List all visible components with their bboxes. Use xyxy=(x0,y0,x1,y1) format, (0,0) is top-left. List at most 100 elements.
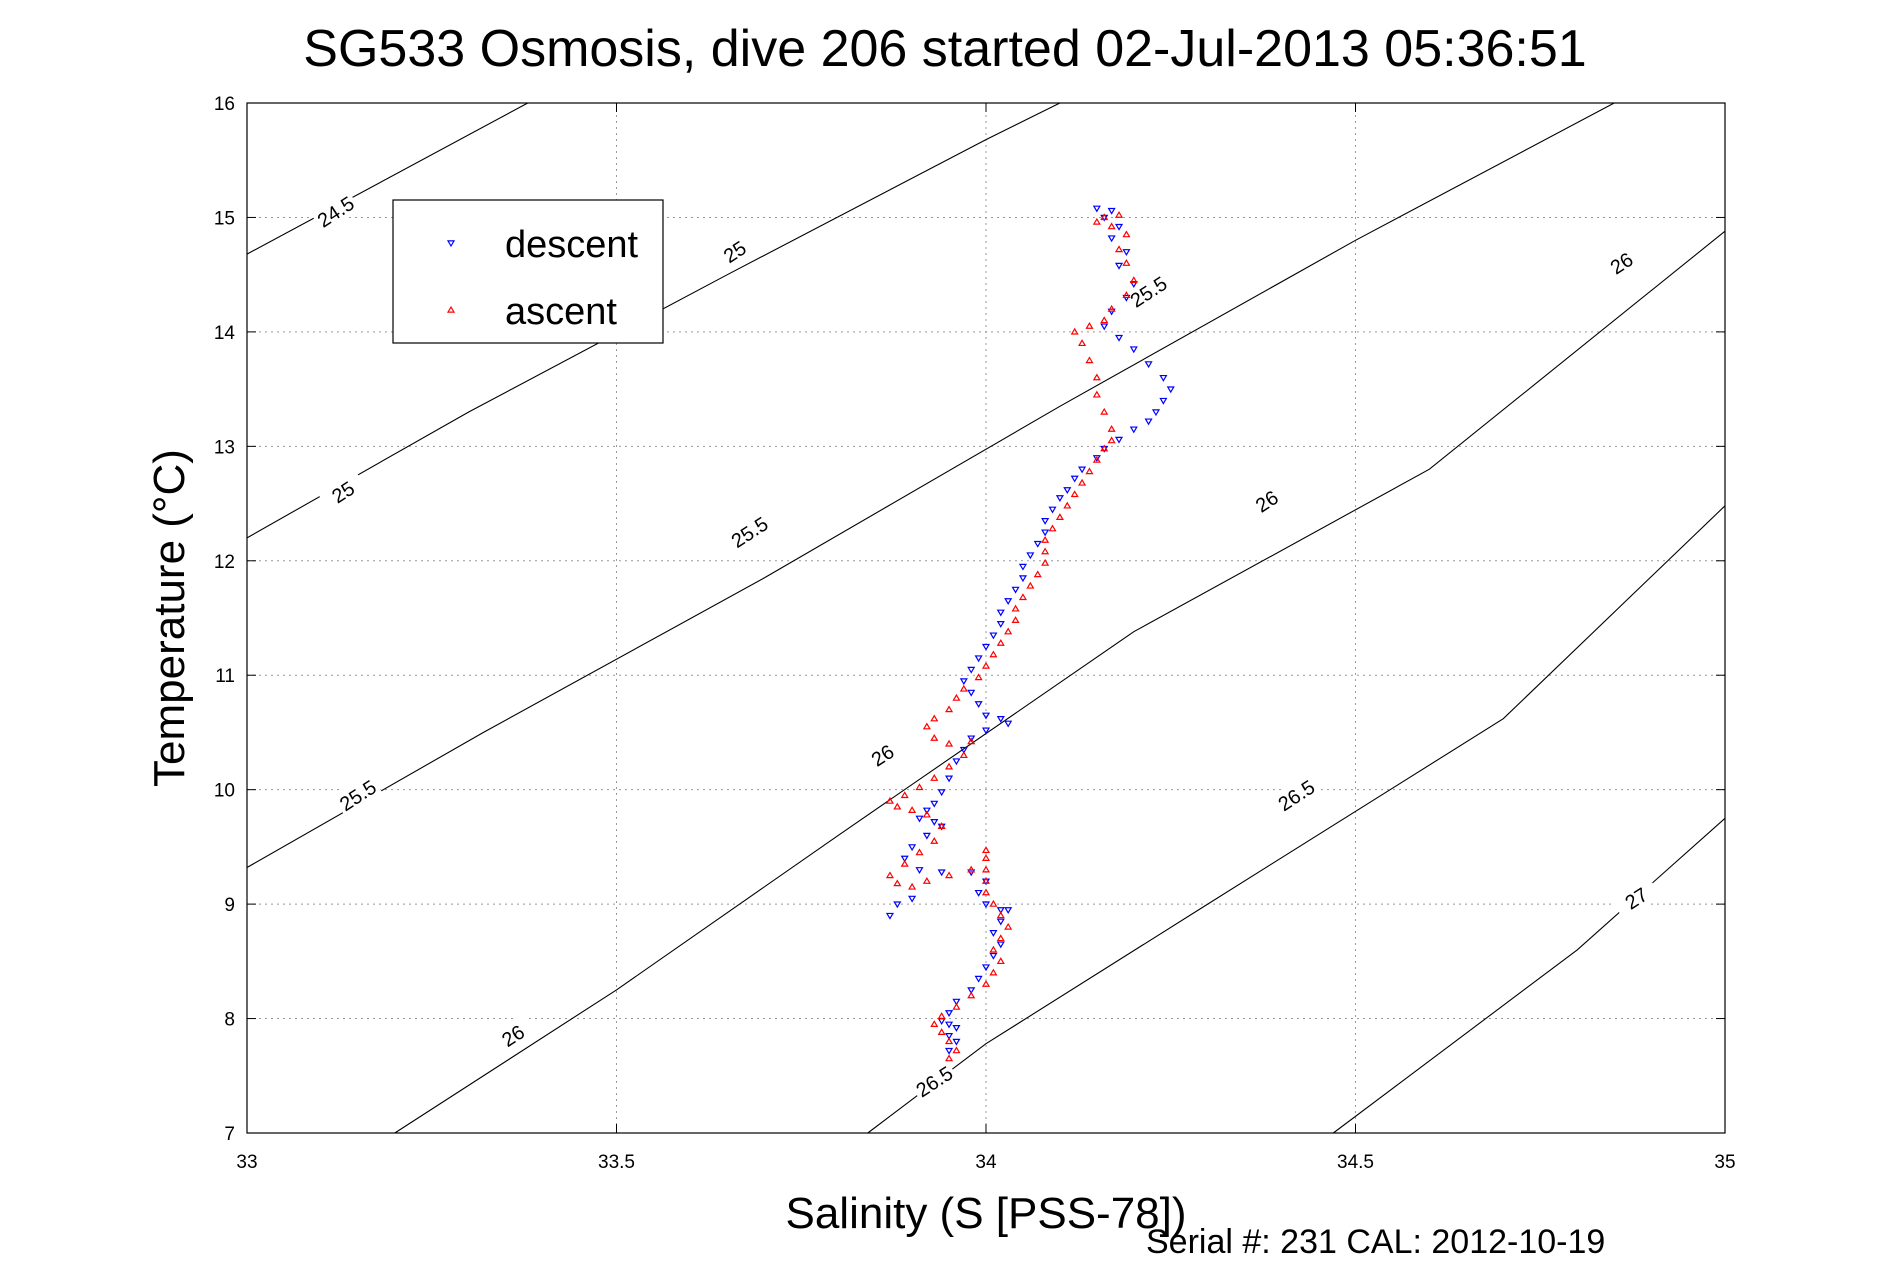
y-axis-label: Temperature (°C) xyxy=(145,449,194,787)
descent-point xyxy=(1100,323,1109,331)
descent-point xyxy=(981,643,991,651)
ascent-point xyxy=(1011,604,1020,612)
descent-point xyxy=(937,869,946,877)
descent-point xyxy=(1048,506,1057,514)
descent-point xyxy=(1063,487,1072,495)
ascent-point xyxy=(1041,558,1050,566)
ascent-point xyxy=(981,877,991,884)
ascent-point xyxy=(1070,490,1079,498)
descent-point xyxy=(1041,518,1050,525)
ascent-point xyxy=(959,751,968,759)
ascent-point xyxy=(1041,547,1050,555)
descent-point xyxy=(1129,346,1138,354)
contour-label-bg xyxy=(332,772,383,817)
ascent-point xyxy=(1078,478,1087,486)
descent-point xyxy=(1159,397,1168,405)
footer-serial-cal: Serial #: 231 CAL: 2012-10-19 xyxy=(1146,1223,1605,1261)
ascent-point xyxy=(1070,327,1079,335)
contour-label-bg xyxy=(723,509,774,554)
x-tick-label: 35 xyxy=(1714,1152,1735,1173)
ascent-point xyxy=(922,722,931,730)
descent-point xyxy=(967,987,976,995)
ascent-point xyxy=(937,822,946,829)
descent-point xyxy=(1004,598,1013,606)
y-tick-label: 7 xyxy=(224,1124,235,1145)
descent-point xyxy=(1129,281,1138,289)
descent-point xyxy=(989,632,998,640)
ascent-point xyxy=(1018,593,1027,601)
chart-title: SG533 Osmosis, dive 206 started 02-Jul-2… xyxy=(303,20,1586,78)
contour-label-bg xyxy=(310,188,361,233)
descent-point xyxy=(952,758,961,766)
contour-label-bg xyxy=(1241,478,1292,523)
ascent-point xyxy=(1011,616,1020,623)
descent-point xyxy=(885,912,894,920)
ascent-point xyxy=(1114,245,1124,253)
ascent-point xyxy=(1048,524,1057,532)
ascent-point xyxy=(996,957,1005,965)
ascent-point xyxy=(885,796,894,804)
y-tick-label: 15 xyxy=(214,208,235,229)
ascent-point xyxy=(952,693,961,701)
descent-point xyxy=(1144,418,1153,426)
descent-point xyxy=(908,895,917,903)
ascent-point xyxy=(1100,316,1109,324)
descent-point xyxy=(996,941,1005,949)
ascent-point xyxy=(945,762,954,770)
ascent-point xyxy=(908,806,917,813)
ascent-point xyxy=(945,739,954,747)
descent-point xyxy=(1092,205,1101,213)
ascent-point xyxy=(945,1054,954,1062)
y-tick-label: 8 xyxy=(224,1010,235,1031)
ascent-point xyxy=(1107,304,1116,312)
ascent-point xyxy=(1055,513,1064,520)
descent-point xyxy=(967,666,976,674)
contour-line-24.5 xyxy=(246,102,529,255)
descent-point xyxy=(1070,475,1079,483)
ascent-point xyxy=(1092,373,1101,381)
descent-point xyxy=(981,964,991,972)
legend-box xyxy=(392,199,664,344)
descent-point xyxy=(945,1021,954,1029)
descent-point xyxy=(1011,586,1020,594)
ascent-point xyxy=(989,899,998,907)
descent-point xyxy=(1004,720,1013,728)
contour-line-25.5 xyxy=(246,102,1615,868)
contour-label-bg xyxy=(1123,268,1174,314)
descent-point xyxy=(981,712,991,720)
ascent-point xyxy=(989,968,998,976)
ascent-point xyxy=(1092,390,1101,398)
ascent-point xyxy=(915,783,924,791)
y-tick-label: 16 xyxy=(214,94,235,115)
x-axis-label: Salinity (S [PSS-78]) xyxy=(785,1189,1186,1238)
descent-point xyxy=(1107,235,1116,243)
ascent-point xyxy=(1114,210,1124,218)
ascent-point xyxy=(981,854,991,862)
descent-point xyxy=(1151,409,1161,417)
ascent-point xyxy=(1107,222,1116,230)
contour-label-bg xyxy=(487,1012,538,1057)
ascent-point xyxy=(893,879,902,887)
descent-point xyxy=(937,789,946,797)
descent-point xyxy=(967,735,976,743)
descent-point xyxy=(1018,575,1027,583)
descent-point xyxy=(974,889,983,897)
ascent-point xyxy=(922,810,931,818)
legend-label-ascent: ascent xyxy=(505,291,617,333)
legend-label-descent: descent xyxy=(505,224,639,266)
ascent-point xyxy=(1026,581,1035,589)
x-tick-label: 33.5 xyxy=(598,1152,635,1173)
descent-point xyxy=(967,689,976,697)
y-tick-label: 11 xyxy=(215,666,235,687)
ascent-point xyxy=(996,934,1005,942)
descent-point xyxy=(1159,374,1168,382)
ascent-point xyxy=(1129,276,1138,284)
y-tick-label: 12 xyxy=(214,552,235,573)
contour-line-27 xyxy=(1332,817,1726,1134)
descent-point xyxy=(989,952,998,960)
ascent-point xyxy=(959,684,968,692)
ascent-point xyxy=(996,911,1005,919)
ascent-point xyxy=(908,882,917,890)
descent-point xyxy=(893,901,902,909)
ascent-point xyxy=(1033,570,1042,578)
